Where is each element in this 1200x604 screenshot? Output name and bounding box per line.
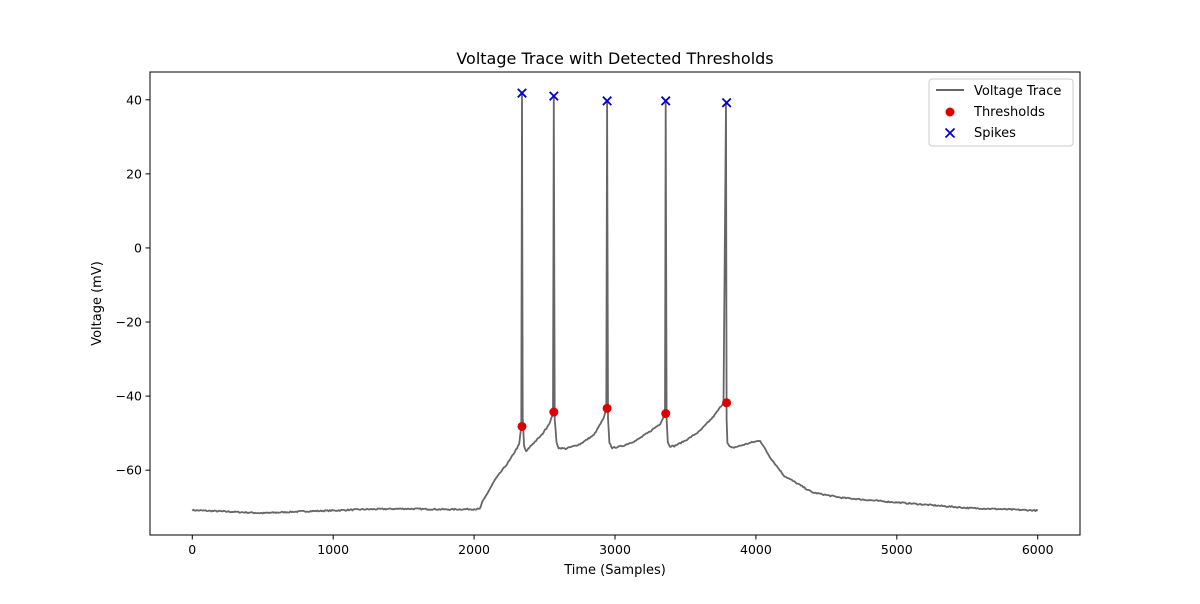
voltage-trace-line xyxy=(191,93,1039,515)
plot-frame xyxy=(149,71,1081,536)
legend-spikes-marker xyxy=(944,127,956,139)
y-tick-label: 20 xyxy=(126,166,142,181)
threshold-point xyxy=(722,398,732,408)
spike-point xyxy=(517,88,527,98)
legend-spikes-label: Spikes xyxy=(974,126,1016,141)
threshold-point xyxy=(602,403,612,413)
y-tick-label: 40 xyxy=(126,92,142,107)
legend-voltage-trace-label: Voltage Trace xyxy=(974,84,1061,99)
x-axis-ticks: 0 1000 2000 3000 4000 5000 6000 xyxy=(188,535,1054,557)
plot-area xyxy=(191,88,1039,515)
spike-point xyxy=(549,91,559,101)
spike-point xyxy=(721,97,732,108)
x-tick-label: 6000 xyxy=(1022,542,1054,557)
legend-box xyxy=(928,78,1074,147)
x-tick-label: 5000 xyxy=(881,542,913,557)
y-axis-label: Voltage (mV) xyxy=(90,261,105,346)
x-tick-label: 0 xyxy=(188,542,196,557)
legend: Voltage Trace Thresholds Spikes xyxy=(928,78,1074,147)
y-tick-label: −60 xyxy=(116,463,142,478)
x-tick-label: 1000 xyxy=(317,542,349,557)
threshold-point xyxy=(661,409,671,419)
threshold-point xyxy=(549,407,559,417)
legend-thresholds-marker xyxy=(945,107,955,117)
y-tick-label: 0 xyxy=(134,240,142,255)
spike-point xyxy=(602,96,612,106)
y-tick-label: −40 xyxy=(116,389,142,404)
threshold-point xyxy=(517,421,527,431)
y-axis-ticks: −60 −40 −20 0 20 40 xyxy=(116,92,150,478)
x-tick-label: 2000 xyxy=(458,542,490,557)
x-tick-label: 3000 xyxy=(599,542,631,557)
legend-thresholds-label: Thresholds xyxy=(973,105,1045,120)
x-tick-label: 4000 xyxy=(740,542,772,557)
x-axis-label: Time (Samples) xyxy=(563,563,666,578)
spike-point xyxy=(660,96,671,106)
y-tick-label: −20 xyxy=(116,315,142,330)
chart-title: Voltage Trace with Detected Thresholds xyxy=(456,49,773,68)
